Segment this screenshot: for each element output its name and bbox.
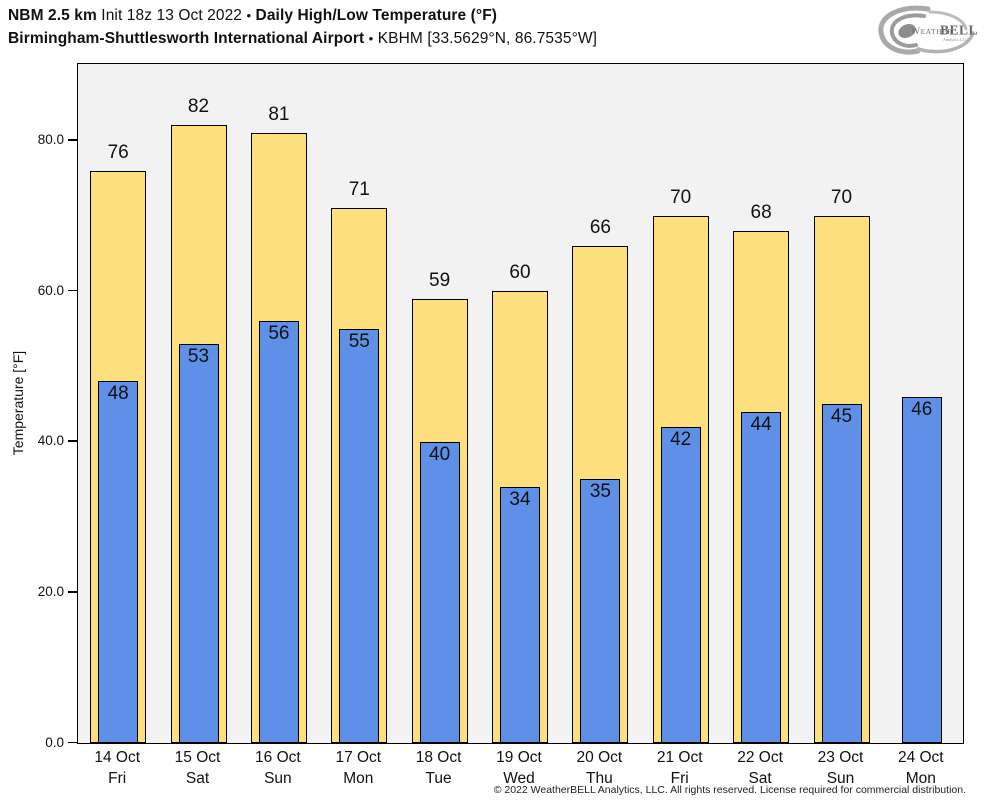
x-axis-tick-label: 18 Oct Tue <box>394 747 484 789</box>
high-temp-value: 70 <box>670 186 692 208</box>
y-tick-label: 60.0 <box>37 282 64 298</box>
y-tick-mark <box>68 139 77 141</box>
y-tick-mark <box>68 591 77 593</box>
y-tick-label: 0.0 <box>45 734 64 750</box>
low-temp-value: 35 <box>589 481 611 503</box>
high-temp-value: 66 <box>589 216 611 238</box>
low-temp-bar <box>98 381 139 743</box>
low-temp-bar <box>901 396 942 743</box>
y-tick-label: 40.0 <box>37 433 64 449</box>
y-tick-label: 80.0 <box>37 131 64 147</box>
high-temp-value: 76 <box>107 141 129 163</box>
low-temp-value: 45 <box>830 406 853 427</box>
low-temp-value: 44 <box>750 413 772 435</box>
low-temp-value: 53 <box>187 345 210 367</box>
station-id: KBHM [33.5629°N, 86.7535°W] <box>377 30 598 47</box>
y-tick-mark <box>68 741 77 744</box>
low-temp-value: 46 <box>911 398 933 420</box>
model-name: NBM 2.5 km <box>8 7 97 24</box>
x-tick-date: 15 Oct <box>174 749 221 766</box>
x-tick-day: Wed <box>503 770 535 787</box>
low-temp-value: 56 <box>268 323 290 345</box>
x-axis-tick-label: 24 Oct Mon <box>876 747 966 789</box>
x-tick-day: Fri <box>670 770 689 787</box>
x-tick-day: Sun <box>264 770 292 787</box>
subtitle-separator: • <box>368 31 374 46</box>
plot-area: 76 48 82 53 81 56 71 55 59 40 60 34 66 35 70 42 68 44 70 45… <box>77 63 964 744</box>
low-temp-bar <box>741 411 782 743</box>
x-tick-day: Thu <box>586 770 613 787</box>
x-axis-tick-label: 16 Oct Sun <box>233 747 323 789</box>
title-separator: • <box>246 8 252 23</box>
low-temp-bar <box>339 328 380 743</box>
x-tick-day: Sat <box>185 770 210 787</box>
low-temp-value: 42 <box>670 428 692 450</box>
low-temp-value: 40 <box>429 443 451 465</box>
x-tick-day: Mon <box>343 770 374 787</box>
station-name: Birmingham-Shuttlesworth International A… <box>8 30 365 47</box>
x-axis-tick-label: 21 Oct Fri <box>635 747 725 789</box>
x-tick-date: 14 Oct <box>94 749 141 766</box>
low-temp-bar <box>660 426 701 743</box>
x-tick-day: Sat <box>748 770 772 787</box>
x-axis-tick-label: 17 Oct Mon <box>313 747 403 789</box>
x-tick-day: Mon <box>905 770 936 787</box>
y-tick-label: 20.0 <box>37 583 64 599</box>
x-tick-date: 20 Oct <box>576 749 623 766</box>
chart-title: NBM 2.5 km Init 18z 13 Oct 2022 • Daily … <box>8 7 497 25</box>
low-temp-bar <box>580 479 621 743</box>
logo-text-weather: WEATHER <box>911 27 953 37</box>
low-temp-bar <box>500 486 540 743</box>
weatherbell-logo: WEATHER BELL Analytics LLC <box>874 4 978 56</box>
x-tick-date: 23 Oct <box>817 749 864 766</box>
x-tick-date: 22 Oct <box>737 749 783 766</box>
high-temp-value: 68 <box>750 201 772 223</box>
high-temp-value: 60 <box>509 262 531 283</box>
chart-subtitle: Birmingham-Shuttlesworth International A… <box>8 30 597 48</box>
high-temp-value: 81 <box>268 103 290 125</box>
x-tick-day: Sun <box>826 770 855 787</box>
x-tick-date: 24 Oct <box>897 749 944 766</box>
x-tick-date: 18 Oct <box>415 749 462 766</box>
low-temp-value: 34 <box>509 488 531 510</box>
logo-text-bell: BELL <box>940 23 978 38</box>
copyright-text: © 2022 WeatherBELL Analytics, LLC. All r… <box>493 784 966 796</box>
high-temp-value: 82 <box>187 96 210 118</box>
low-temp-value: 55 <box>348 330 370 352</box>
x-tick-date: 21 Oct <box>656 749 703 766</box>
x-axis-tick-label: 23 Oct Sun <box>796 747 886 789</box>
logo-text-analytics: Analytics LLC <box>943 37 968 42</box>
x-tick-date: 17 Oct <box>335 749 382 766</box>
high-temp-value: 70 <box>830 186 853 208</box>
y-tick-mark <box>68 289 77 292</box>
x-axis-tick-label: 19 Oct Wed <box>474 747 564 789</box>
logo-swirl-icon: WEATHER BELL Analytics LLC <box>878 5 978 55</box>
y-tick-mark <box>68 440 77 442</box>
x-tick-date: 19 Oct <box>496 749 542 766</box>
low-temp-bar <box>258 321 299 743</box>
product-name: Daily High/Low Temperature (°F) <box>255 7 498 24</box>
low-temp-value: 48 <box>107 383 129 405</box>
x-tick-day: Fri <box>108 770 127 787</box>
x-tick-date: 16 Oct <box>255 749 301 766</box>
x-axis-tick-label: 20 Oct Thu <box>554 747 644 789</box>
low-temp-bar <box>178 343 219 743</box>
x-axis-tick-label: 22 Oct Sat <box>715 747 805 789</box>
init-time: Init 18z 13 Oct 2022 <box>101 7 243 24</box>
x-tick-day: Tue <box>425 770 452 787</box>
low-temp-bar <box>821 404 862 743</box>
low-temp-bar <box>419 441 460 743</box>
high-temp-value: 59 <box>429 269 451 291</box>
x-axis-tick-label: 14 Oct Fri <box>72 747 162 789</box>
x-axis-tick-label: 15 Oct Sat <box>153 747 243 789</box>
high-temp-value: 71 <box>348 179 370 201</box>
